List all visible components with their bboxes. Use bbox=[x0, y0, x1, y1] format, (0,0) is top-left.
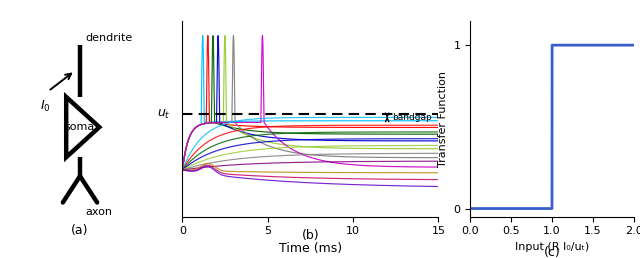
Text: (a): (a) bbox=[71, 224, 89, 237]
Text: (c): (c) bbox=[543, 246, 561, 258]
Text: (b): (b) bbox=[301, 229, 319, 242]
Text: $I_0$: $I_0$ bbox=[40, 99, 51, 114]
Y-axis label: Transfer Function: Transfer Function bbox=[438, 71, 448, 167]
Text: axon: axon bbox=[85, 207, 112, 217]
X-axis label: Time (ms): Time (ms) bbox=[279, 242, 342, 255]
Text: bandgap: bandgap bbox=[392, 113, 432, 122]
Text: $u_t$: $u_t$ bbox=[157, 108, 170, 120]
Text: dendrite: dendrite bbox=[85, 33, 132, 43]
X-axis label: Input (R I₀/uₜ): Input (R I₀/uₜ) bbox=[515, 242, 589, 252]
Text: soma: soma bbox=[65, 122, 95, 132]
